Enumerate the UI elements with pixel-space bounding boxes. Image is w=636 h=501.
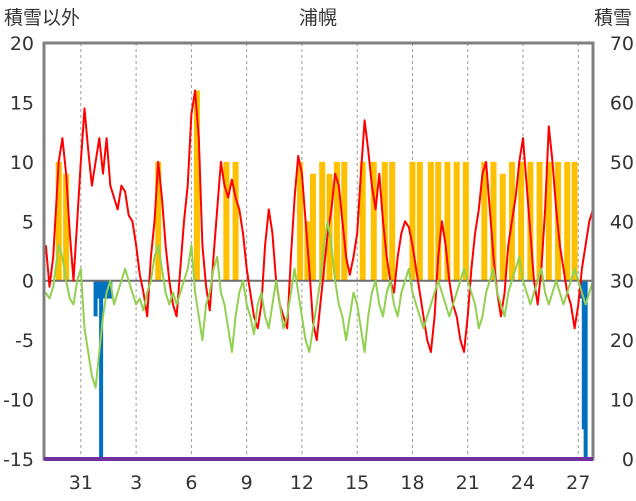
right-tick-label: 50 [610, 152, 634, 174]
chart-title: 浦幌 [299, 7, 337, 29]
x-tick-label: 24 [511, 472, 535, 494]
left-tick-label: 15 [10, 92, 34, 114]
blue-bar [583, 280, 588, 459]
x-tick-label: 27 [566, 472, 590, 494]
left-axis-label: 積雪以外 [4, 7, 80, 29]
series-line-2 [44, 220, 593, 389]
orange-bar [427, 161, 434, 281]
x-tick-label: 9 [241, 472, 253, 494]
orange-bar [409, 161, 416, 281]
blue-bar [100, 280, 105, 299]
right-tick-label: 70 [610, 33, 634, 55]
right-tick-label: 20 [610, 330, 634, 352]
orange-bar [435, 161, 442, 281]
orange-bar [232, 161, 239, 281]
orange-bar [297, 161, 304, 281]
orange-bar [155, 161, 162, 281]
orange-bar [223, 161, 230, 281]
orange-bar [389, 161, 396, 281]
orange-bar [444, 161, 451, 281]
x-tick-label: 12 [290, 472, 314, 494]
right-axis-ticks: 0 10 20 30 40 50 60 70 [610, 33, 634, 471]
x-tick-label: 18 [400, 472, 424, 494]
orange-bars [55, 90, 578, 281]
orange-bar [309, 173, 316, 281]
orange-bar [319, 161, 326, 281]
orange-bar [381, 161, 388, 281]
right-tick-label: 40 [610, 211, 634, 233]
left-tick-label: -5 [15, 330, 34, 352]
left-tick-label: 20 [10, 33, 34, 55]
left-tick-label: -15 [3, 449, 34, 471]
orange-bar [55, 161, 62, 281]
orange-bar [359, 161, 366, 281]
series-line-1 [44, 89, 593, 353]
right-tick-label: 30 [610, 271, 634, 293]
orange-bar [193, 90, 200, 281]
right-tick-label: 0 [622, 449, 634, 471]
blue-bar [99, 280, 104, 459]
x-tick-label: 31 [69, 472, 93, 494]
orange-bar [341, 161, 348, 281]
left-axis-ticks: -15 -10 -5 0 5 10 15 20 [3, 33, 34, 471]
orange-bar [536, 161, 543, 281]
x-tick-label: 6 [185, 472, 197, 494]
orange-bar [545, 161, 552, 281]
x-axis-ticks: 31 3 6 9 12 15 18 21 24 27 [69, 472, 591, 494]
right-axis-label: 積雪 [594, 7, 632, 29]
left-tick-label: 0 [22, 271, 34, 293]
series-lines [44, 89, 593, 389]
orange-bar [571, 161, 578, 281]
orange-bar [490, 161, 497, 281]
x-tick-label: 15 [345, 472, 369, 494]
orange-bar [462, 161, 469, 281]
x-tick-label: 21 [456, 472, 480, 494]
blue-bar [108, 280, 113, 299]
orange-bar [564, 161, 571, 281]
left-tick-label: 5 [22, 211, 34, 233]
left-tick-label: -10 [3, 390, 34, 412]
blue-bar [93, 280, 98, 317]
orange-bar [416, 161, 423, 281]
x-tick-label: 3 [130, 472, 142, 494]
orange-bar [453, 161, 460, 281]
left-tick-label: 10 [10, 152, 34, 174]
right-tick-label: 10 [610, 390, 634, 412]
orange-bar [518, 161, 525, 281]
orange-bar [481, 161, 488, 281]
right-tick-label: 60 [610, 92, 634, 114]
orange-bar [63, 173, 70, 281]
orange-bar [370, 161, 377, 281]
orange-bar [333, 161, 340, 281]
orange-bar [499, 173, 506, 281]
